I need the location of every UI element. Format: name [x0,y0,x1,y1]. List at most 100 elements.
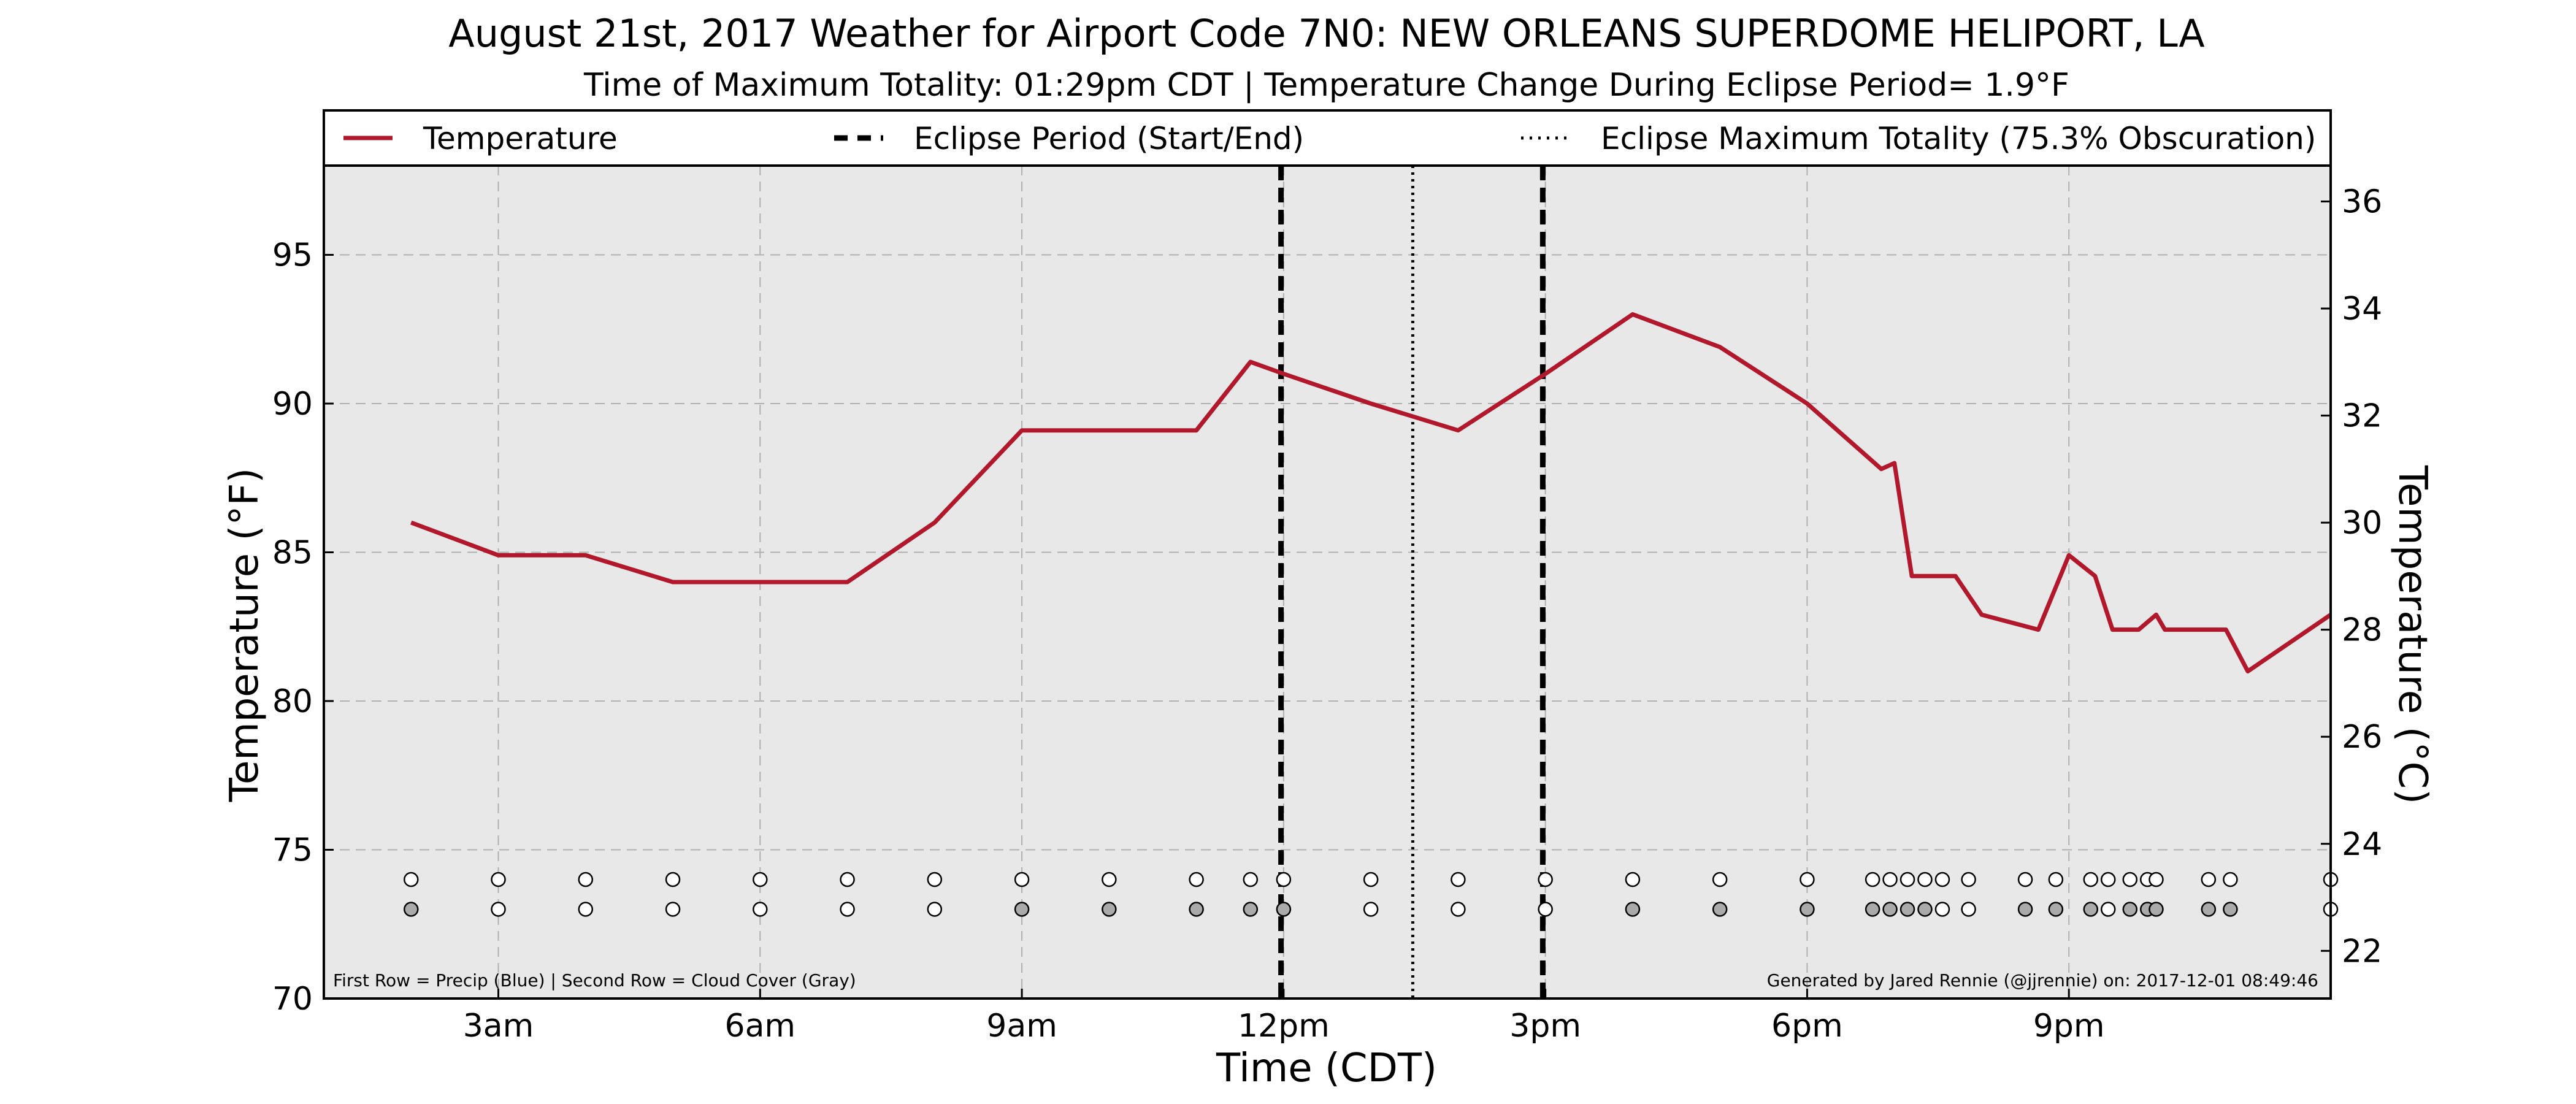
y-tick-label-left: 75 [272,832,313,869]
y-tick-label-left: 80 [272,683,313,720]
x-tick-label: 9pm [2033,1008,2105,1045]
y-tick-label-left: 90 [272,386,313,423]
cloud-cover-marker [2017,902,2033,917]
cloud-cover-marker [2149,902,2164,917]
x-axis-label: Time (CDT) [1216,1046,1437,1091]
precip-marker [1961,872,1976,887]
cloud-cover-marker [927,902,943,917]
cloud-cover-marker [1917,902,1933,917]
cloud-cover-marker [1934,902,1950,917]
y-tick-label-left: 70 [272,981,313,1018]
plot-background [324,166,2331,999]
precip-marker [1102,872,1117,887]
y-tick-label-right: 30 [2342,505,2382,542]
precip-marker [578,872,594,887]
cloud-cover-marker [2083,902,2099,917]
precip-marker [2100,872,2116,887]
x-tick-label: 12pm [1238,1008,1330,1045]
precip-marker [404,872,419,887]
cloud-cover-marker [1800,902,1815,917]
y-tick-label-right: 28 [2342,612,2382,649]
cloud-cover-marker [753,902,768,917]
precip-marker [1243,872,1259,887]
y-tick-label-left: 85 [272,535,313,572]
cloud-cover-marker [2048,902,2064,917]
y-tick-label-right: 32 [2342,398,2382,435]
precip-marker [1538,872,1553,887]
legend-label: Temperature [423,121,618,156]
precip-marker [2122,872,2138,887]
precip-marker [491,872,506,887]
cloud-cover-marker [404,902,419,917]
chart-title: August 21st, 2017 Weather for Airport Co… [448,11,2204,56]
cloud-cover-marker [1276,902,1292,917]
precip-marker [1917,872,1933,887]
y-tick-label-left: 95 [272,237,313,274]
y-tick-label-right: 26 [2342,719,2382,756]
y-tick-label-right: 36 [2342,183,2382,220]
y-tick-label-right: 34 [2342,291,2382,328]
precip-marker [2223,872,2238,887]
cloud-cover-marker [2122,902,2138,917]
cloud-cover-marker [491,902,506,917]
precip-marker [2048,872,2064,887]
precip-marker [1014,872,1030,887]
cloud-cover-marker [1363,902,1379,917]
cloud-cover-marker [1899,902,1915,917]
cloud-cover-marker [1538,902,1553,917]
y-axis-label-right: Temperature (°C) [2390,465,2435,804]
precip-marker [1800,872,1815,887]
precip-marker [1882,872,1898,887]
precip-marker [1451,872,1466,887]
precip-marker [2083,872,2099,887]
cloud-cover-marker [1712,902,1728,917]
x-tick-label: 3pm [1509,1008,1581,1045]
cloud-cover-marker [1189,902,1204,917]
legend-label: Eclipse Maximum Totality (75.3% Obscurat… [1601,121,2316,156]
precip-marker [840,872,855,887]
precip-marker [665,872,681,887]
precip-marker [2017,872,2033,887]
cloud-cover-marker [665,902,681,917]
x-tick-label: 3am [463,1008,534,1045]
precip-marker [1625,872,1641,887]
x-tick-label: 6pm [1771,1008,1843,1045]
footnote-left: First Row = Precip (Blue) | Second Row =… [333,970,856,991]
precip-marker [1865,872,1880,887]
cloud-cover-marker [2223,902,2238,917]
cloud-cover-marker [840,902,855,917]
cloud-cover-marker [1451,902,1466,917]
cloud-cover-marker [1014,902,1030,917]
precip-marker [1363,872,1379,887]
cloud-cover-marker [2100,902,2116,917]
precip-marker [2201,872,2217,887]
precip-marker [1189,872,1204,887]
cloud-cover-marker [1102,902,1117,917]
precip-marker [2149,872,2164,887]
chart-subtitle: Time of Maximum Totality: 01:29pm CDT | … [583,67,2069,104]
plot-layer [323,164,2339,1000]
precip-marker [927,872,943,887]
precip-marker [1934,872,1950,887]
legend-label: Eclipse Period (Start/End) [914,121,1304,156]
y-axis-label-left: Temperature (°F) [222,468,267,803]
precip-marker [1899,872,1915,887]
x-tick-label: 6am [724,1008,795,1045]
cloud-cover-marker [578,902,594,917]
precip-marker [753,872,768,887]
y-tick-label-right: 24 [2342,826,2382,863]
cloud-cover-marker [2201,902,2217,917]
x-tick-label: 9am [986,1008,1057,1045]
legend-box [323,109,2332,167]
cloud-cover-marker [1625,902,1641,917]
y-tick-label-right: 22 [2342,933,2382,970]
cloud-cover-marker [1882,902,1898,917]
cloud-cover-marker [1243,902,1259,917]
cloud-cover-marker [1865,902,1880,917]
precip-marker [1712,872,1728,887]
footnote-right: Generated by Jared Rennie (@jjrennie) on… [1767,970,2318,991]
cloud-cover-marker [1961,902,1976,917]
temperature-line [410,312,2332,673]
precip-marker [1276,872,1292,887]
